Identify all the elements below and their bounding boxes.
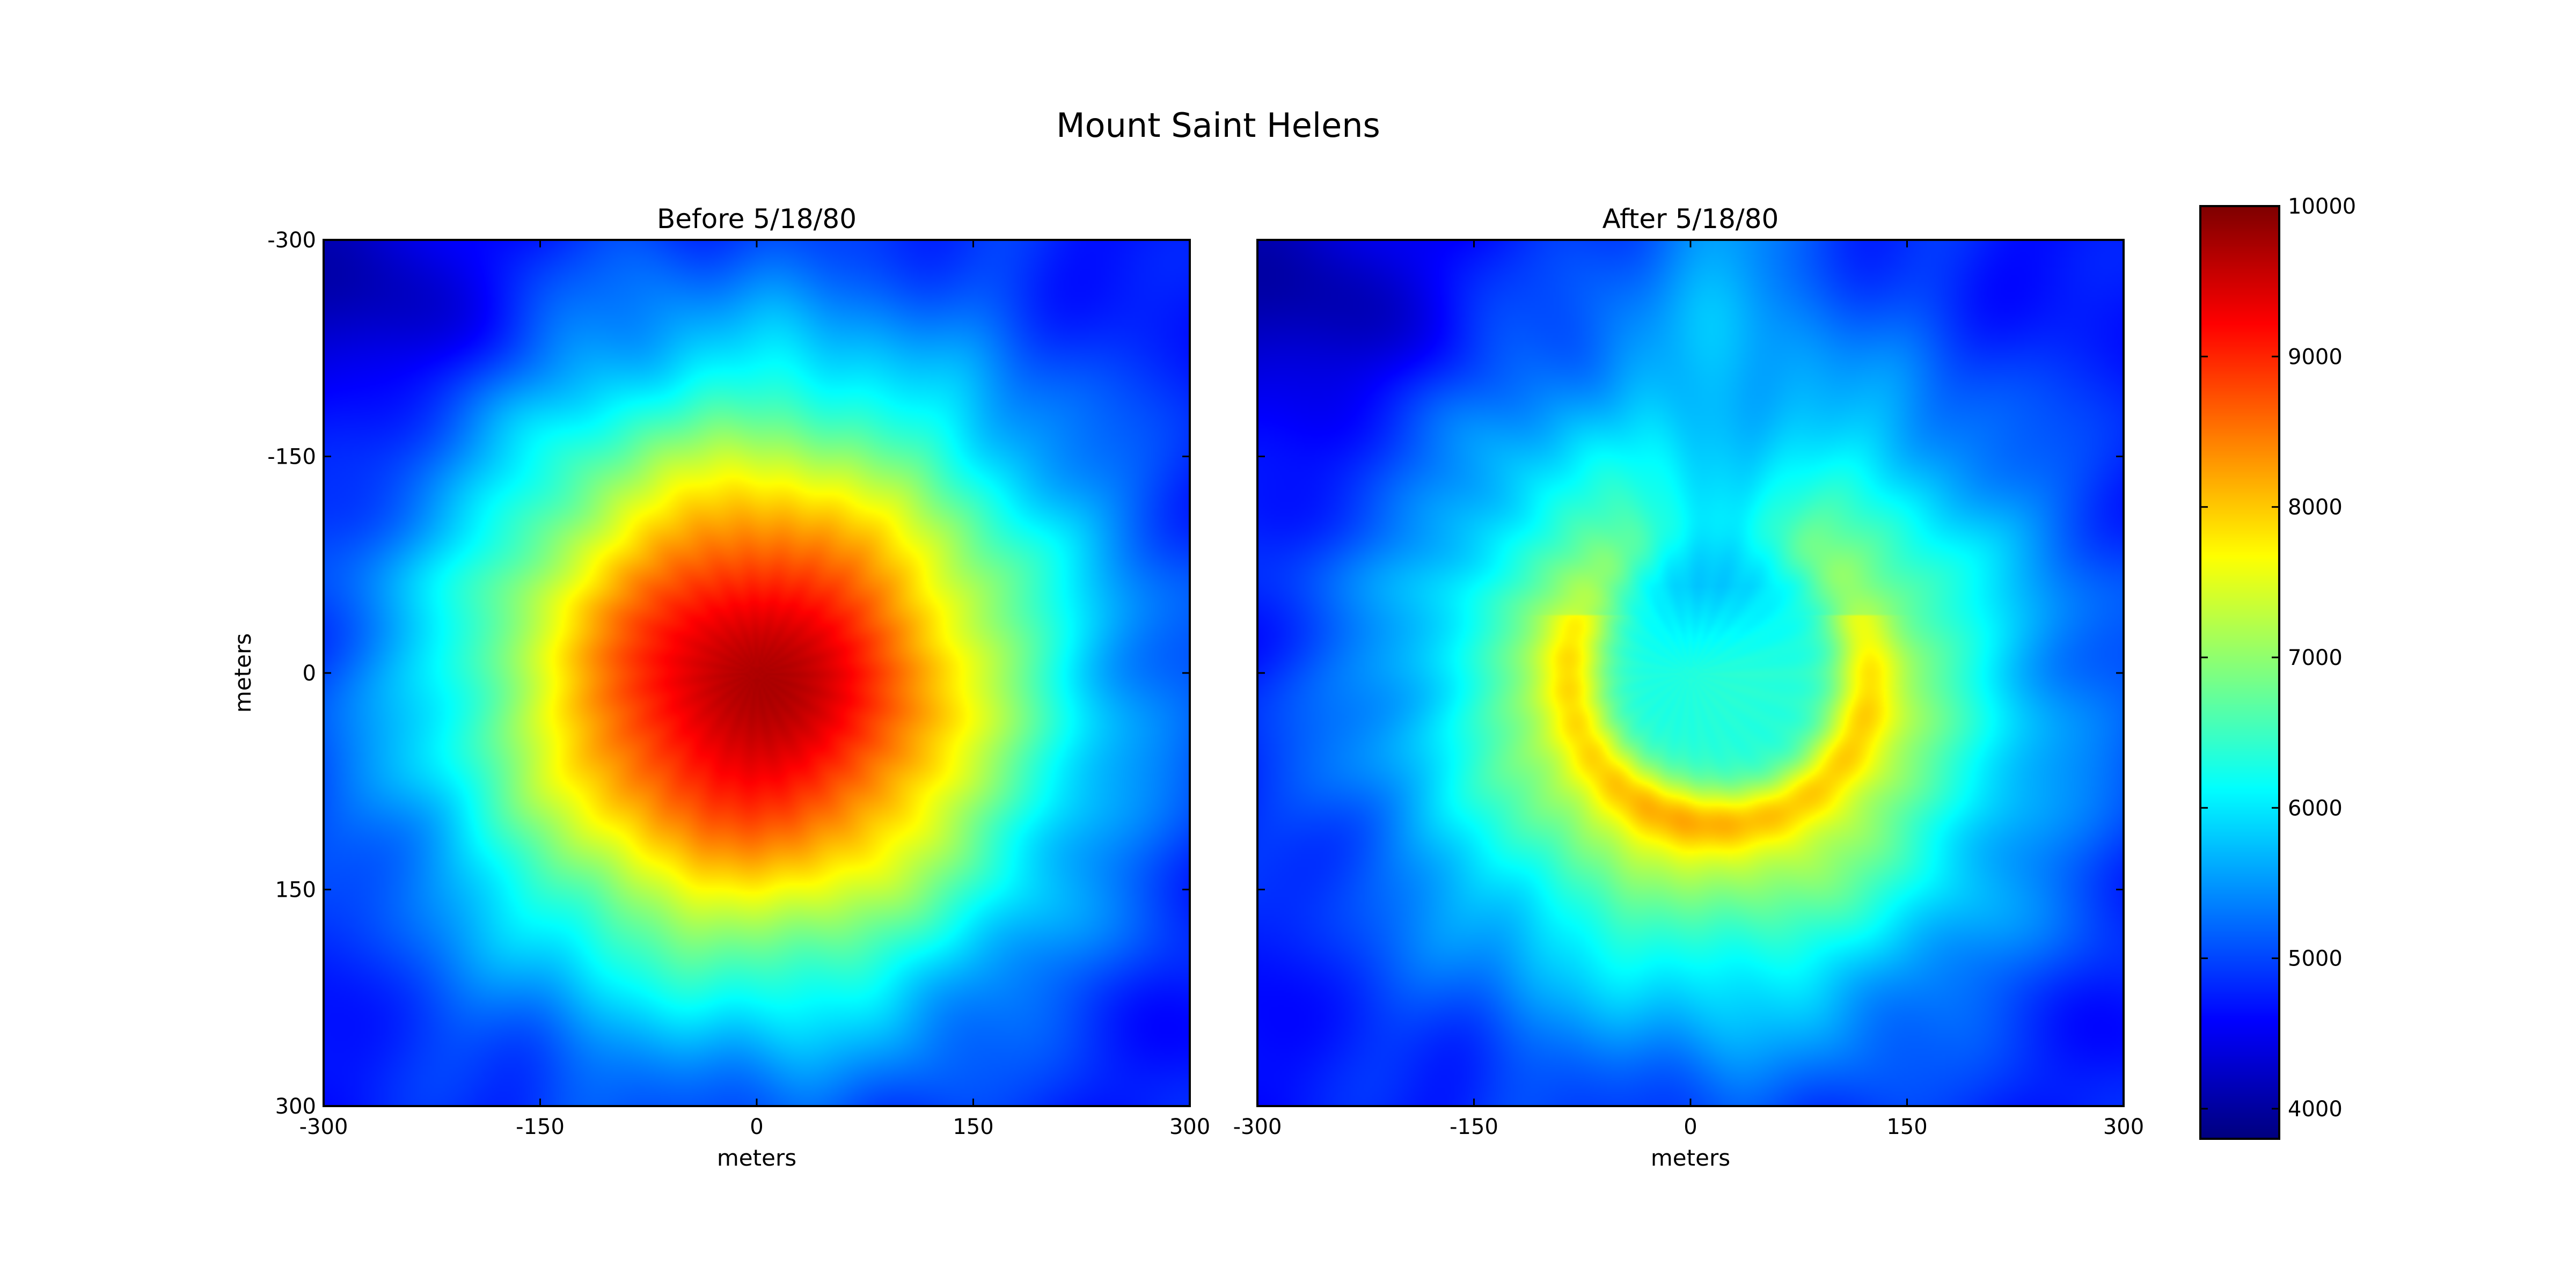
x-tick-label: 150 [953, 1115, 993, 1139]
x-tick-label: 300 [1169, 1115, 1210, 1139]
colorbar-tick-label: 7000 [2288, 646, 2343, 670]
y-tick-label: -300 [267, 228, 316, 253]
x-tick-label: -300 [299, 1115, 348, 1139]
colorbar-tick-label: 6000 [2288, 796, 2343, 821]
ylabel-before: meters [230, 633, 256, 713]
x-tick-label: -150 [1450, 1115, 1498, 1139]
y-tick-label: 300 [275, 1094, 316, 1119]
x-tick-label: -300 [1233, 1115, 1282, 1139]
x-tick-label: 150 [1886, 1115, 1927, 1139]
panel-title-after: After 5/18/80 [1602, 203, 1779, 235]
colorbar-gradient [2200, 206, 2279, 1139]
colorbar-tick-label: 9000 [2288, 345, 2343, 369]
xlabel-after: meters [1651, 1145, 1730, 1171]
colorbar-tick-label: 10000 [2288, 194, 2356, 219]
heatmap-after [1257, 240, 2124, 1106]
colorbar: 4000 5000 6000 7000 8000 9000 10000 [2199, 194, 2356, 1140]
colorbar-tick-label: 5000 [2288, 947, 2343, 971]
panel-title-before: Before 5/18/80 [657, 203, 857, 235]
panel-before: Before 5/18/80 -300 -150 0 150 300-300-15001… [230, 203, 1210, 1171]
axis-ticks-after: -300 -150 0 150 300 [1233, 239, 2144, 1139]
xlabel-before: meters [717, 1145, 796, 1171]
colorbar-tick-label: 4000 [2288, 1097, 2343, 1122]
panel-after: After 5/18/80 -300 -150 0 150 300 meters [1233, 203, 2145, 1171]
x-tick-label: 300 [2103, 1115, 2144, 1139]
heatmap-before [324, 240, 1190, 1106]
y-tick-label: 150 [275, 878, 316, 903]
x-tick-label: 0 [1684, 1115, 1697, 1139]
y-tick-label: 0 [303, 661, 316, 686]
colorbar-tick-label: 8000 [2288, 495, 2343, 520]
x-tick-label: -150 [516, 1115, 565, 1139]
colorbar-ticks: 4000 5000 6000 7000 8000 9000 10000 [2200, 194, 2356, 1122]
colorbar-frame [2199, 205, 2280, 1140]
y-tick-label: -150 [267, 445, 316, 470]
figure-title: Mount Saint Helens [1056, 106, 1380, 145]
x-tick-label: 0 [750, 1115, 763, 1139]
